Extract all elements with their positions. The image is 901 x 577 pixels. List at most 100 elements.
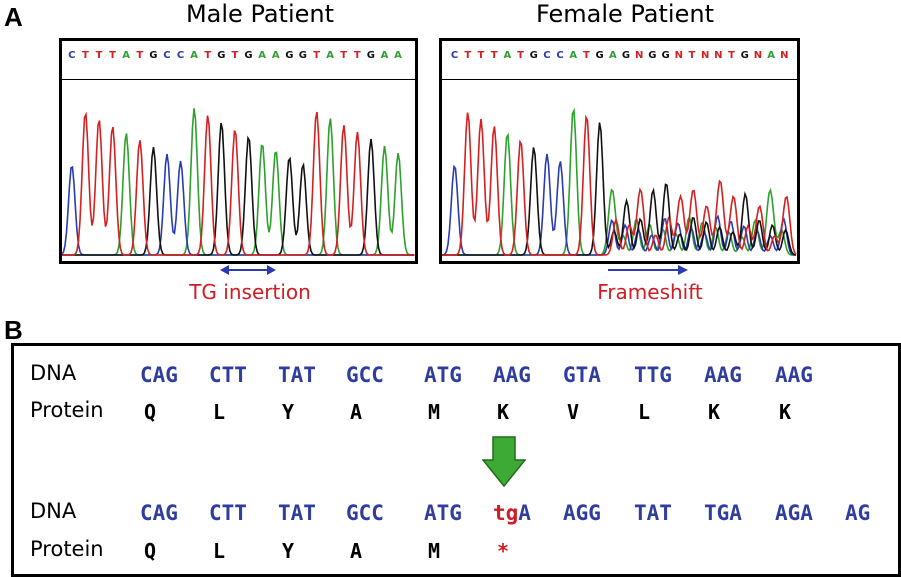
mut-amino-acid-3: A xyxy=(350,539,363,563)
male-base-12: T xyxy=(231,50,239,61)
wt-amino-acid-6: V xyxy=(567,400,580,424)
female-base-12: A xyxy=(608,50,617,61)
female-base-11: G xyxy=(595,50,604,61)
wt-protein-label: Protein xyxy=(30,398,104,422)
mut-codon-1: CTT xyxy=(209,501,247,525)
female-base-20: N xyxy=(714,50,723,61)
female-base-24: A xyxy=(767,50,775,61)
mut-codon-6: AGG xyxy=(563,501,601,525)
wt-amino-acid-9: K xyxy=(779,400,792,424)
wt-codon-9: AAG xyxy=(775,363,813,387)
wt-codon-6: GTA xyxy=(563,363,601,387)
female-base-16: G xyxy=(661,50,670,61)
wt-codon-8: AAG xyxy=(704,363,742,387)
female-base-21: T xyxy=(728,50,735,61)
wt-codon-1: CTT xyxy=(209,363,247,387)
wt-amino-acid-0: Q xyxy=(144,400,157,424)
mut-amino-acid-0: Q xyxy=(144,539,157,563)
wt-amino-acid-2: Y xyxy=(282,400,295,424)
mut-codon-7: TAT xyxy=(634,501,672,525)
female-trace-G xyxy=(442,122,797,256)
mut-amino-acid-5: * xyxy=(497,539,510,563)
wt-codon-7: TTG xyxy=(634,363,672,387)
male-base-19: A xyxy=(326,50,334,61)
male-base-21: T xyxy=(353,50,361,61)
male-base-16: G xyxy=(285,50,294,61)
right-arrow-icon xyxy=(608,265,688,275)
wt-amino-acid-7: L xyxy=(638,400,651,424)
stop-codon-remainder: A xyxy=(518,501,531,525)
female-base-4: A xyxy=(503,50,512,61)
mut-protein-label: Protein xyxy=(30,537,104,561)
male-base-14: A xyxy=(258,50,266,61)
wt-codon-5: AAG xyxy=(493,363,531,387)
female-base-5: T xyxy=(517,50,524,61)
wt-codon-3: GCC xyxy=(346,363,384,387)
female-base-0: C xyxy=(450,50,459,61)
wt-amino-acid-1: L xyxy=(213,400,226,424)
female-patient-title: Female Patient xyxy=(536,0,714,28)
panel-a-label: A xyxy=(4,2,23,32)
male-base-11: G xyxy=(217,50,226,61)
male-trace-svg xyxy=(62,108,415,256)
male-base-8: C xyxy=(176,50,185,61)
wt-codon-2: TAT xyxy=(278,363,316,387)
female-base-17: N xyxy=(674,50,683,61)
female-trace-T xyxy=(442,112,797,256)
female-base-7: C xyxy=(543,50,551,61)
wt-codon-4: ATG xyxy=(424,363,462,387)
mut-amino-acid-4: M xyxy=(428,539,441,563)
down-arrow-icon xyxy=(482,436,526,488)
male-base-15: A xyxy=(271,50,280,61)
male-base-22: G xyxy=(366,50,375,61)
tg-insertion-label: TG insertion xyxy=(189,280,311,304)
mut-codon-4: ATG xyxy=(424,501,462,525)
female-base-8: C xyxy=(556,50,564,61)
male-base-23: A xyxy=(380,50,389,61)
female-base-22: G xyxy=(740,50,749,61)
wt-amino-acid-8: K xyxy=(708,400,721,424)
female-base-2: T xyxy=(477,50,485,61)
female-base-1: T xyxy=(464,50,472,61)
female-base-19: N xyxy=(700,50,710,61)
female-base-25: N xyxy=(780,50,789,61)
male-base-1: T xyxy=(81,50,89,61)
female-base-6: G xyxy=(529,50,538,61)
wt-amino-acid-4: M xyxy=(428,400,441,424)
male-base-5: T xyxy=(136,50,144,61)
female-base-23: N xyxy=(753,50,763,61)
female-base-10: T xyxy=(583,50,590,61)
male-trace-G xyxy=(62,122,415,256)
wt-amino-acid-5: K xyxy=(497,400,510,424)
male-base-13: G xyxy=(244,50,253,61)
female-base-3: T xyxy=(490,50,498,61)
mut-amino-acid-1: L xyxy=(213,539,226,563)
mut-codon-9: AGA xyxy=(775,501,813,525)
wt-codon-0: CAG xyxy=(140,363,178,387)
mut-codon-2: TAT xyxy=(278,501,316,525)
mut-amino-acid-2: Y xyxy=(282,539,295,563)
wt-dna-label: DNA xyxy=(30,361,77,385)
sequence-comparison-box xyxy=(11,343,901,577)
mut-codon-10: AG xyxy=(845,501,871,525)
panel-b-label: B xyxy=(4,315,23,345)
male-base-24: A xyxy=(394,50,402,61)
mut-codon-8: TGA xyxy=(704,501,742,525)
male-base-7: C xyxy=(163,50,171,61)
mut-codon-3: GCC xyxy=(346,501,384,525)
male-base-6: G xyxy=(149,50,158,61)
female-base-13: G xyxy=(621,50,631,61)
male-base-20: T xyxy=(340,50,348,61)
male-trace-T xyxy=(62,111,415,256)
male-base-4: A xyxy=(122,50,131,61)
female-base-14: N xyxy=(635,50,644,61)
mut-codon-5: tgA xyxy=(493,501,531,525)
male-base-2: T xyxy=(95,50,103,61)
male-base-0: C xyxy=(68,50,76,61)
